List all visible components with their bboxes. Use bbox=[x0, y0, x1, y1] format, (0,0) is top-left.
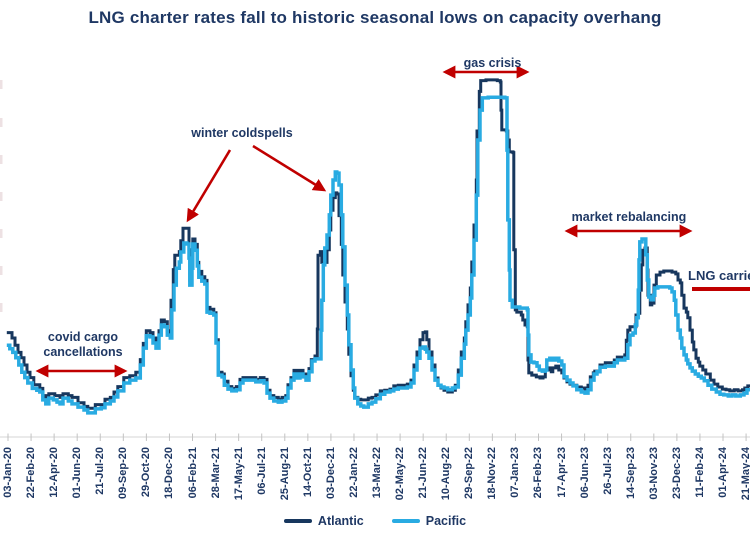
winter-coldspell-arrow-right bbox=[252, 144, 327, 192]
legend-item-pacific: Pacific bbox=[391, 514, 467, 528]
winter-coldspell-arrow-left bbox=[186, 149, 232, 223]
annotation-winter-coldspells: winter coldspells bbox=[191, 126, 293, 140]
x-axis bbox=[0, 433, 750, 441]
annotation-lng-carrier: LNG carrier bbox=[688, 268, 750, 283]
legend-label: Pacific bbox=[425, 514, 467, 528]
legend-item-atlantic: Atlantic bbox=[283, 514, 364, 528]
series-lines bbox=[6, 78, 750, 415]
legend-label: Atlantic bbox=[317, 514, 364, 528]
legend: Atlantic Pacific bbox=[0, 514, 750, 528]
legend-swatch-pacific bbox=[391, 519, 420, 523]
annotation-gas-crisis: gas crisis bbox=[463, 56, 522, 70]
chart-title: LNG charter rates fall to historic seaso… bbox=[88, 8, 662, 27]
annotation-market-rebalancing: market rebalancing bbox=[571, 210, 687, 224]
legend-swatch-atlantic bbox=[283, 519, 312, 523]
series-line-pacific bbox=[6, 95, 750, 415]
cropped-y-axis-remnants bbox=[0, 80, 3, 312]
annotation-covid-cargo-cancellations: covid cargo cancellations bbox=[43, 330, 123, 359]
